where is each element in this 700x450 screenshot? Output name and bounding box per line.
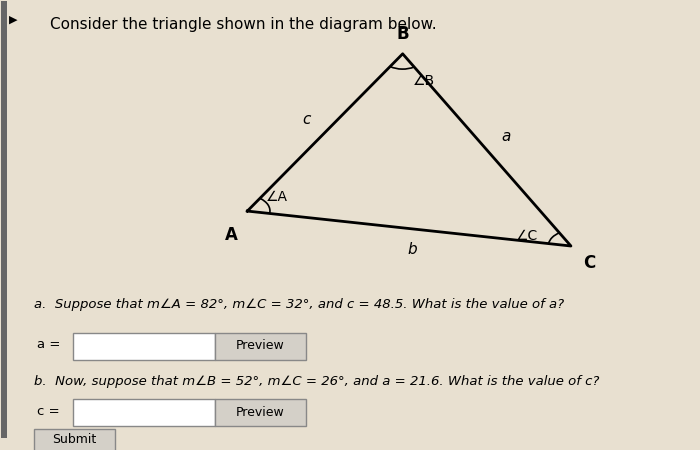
Text: ∠B: ∠B (412, 74, 435, 88)
FancyBboxPatch shape (215, 399, 306, 427)
FancyBboxPatch shape (73, 399, 215, 427)
Text: Submit: Submit (52, 433, 97, 446)
Text: B: B (396, 25, 409, 43)
Text: ▶: ▶ (9, 14, 18, 24)
Text: a: a (501, 129, 511, 144)
FancyBboxPatch shape (73, 333, 215, 360)
Text: a =: a = (37, 338, 60, 351)
Bar (1, 1, 6, 438)
Text: b: b (407, 242, 417, 257)
Text: Preview: Preview (236, 339, 285, 352)
Text: Consider the triangle shown in the diagram below.: Consider the triangle shown in the diagr… (50, 17, 437, 32)
Text: c: c (302, 112, 311, 127)
FancyBboxPatch shape (34, 428, 115, 450)
Text: ∠C: ∠C (516, 230, 538, 243)
Text: A: A (225, 226, 237, 244)
Text: a.  Suppose that m∠A = 82°, m∠C = 32°, and c = 48.5. What is the value of a?: a. Suppose that m∠A = 82°, m∠C = 32°, an… (34, 298, 564, 311)
Text: b.  Now, suppose that m∠B = 52°, m∠C = 26°, and a = 21.6. What is the value of c: b. Now, suppose that m∠B = 52°, m∠C = 26… (34, 375, 599, 388)
Text: Preview: Preview (236, 406, 285, 419)
Text: c =: c = (37, 405, 60, 418)
FancyBboxPatch shape (215, 333, 306, 360)
Text: C: C (583, 255, 595, 273)
Text: ∠A: ∠A (265, 190, 288, 204)
